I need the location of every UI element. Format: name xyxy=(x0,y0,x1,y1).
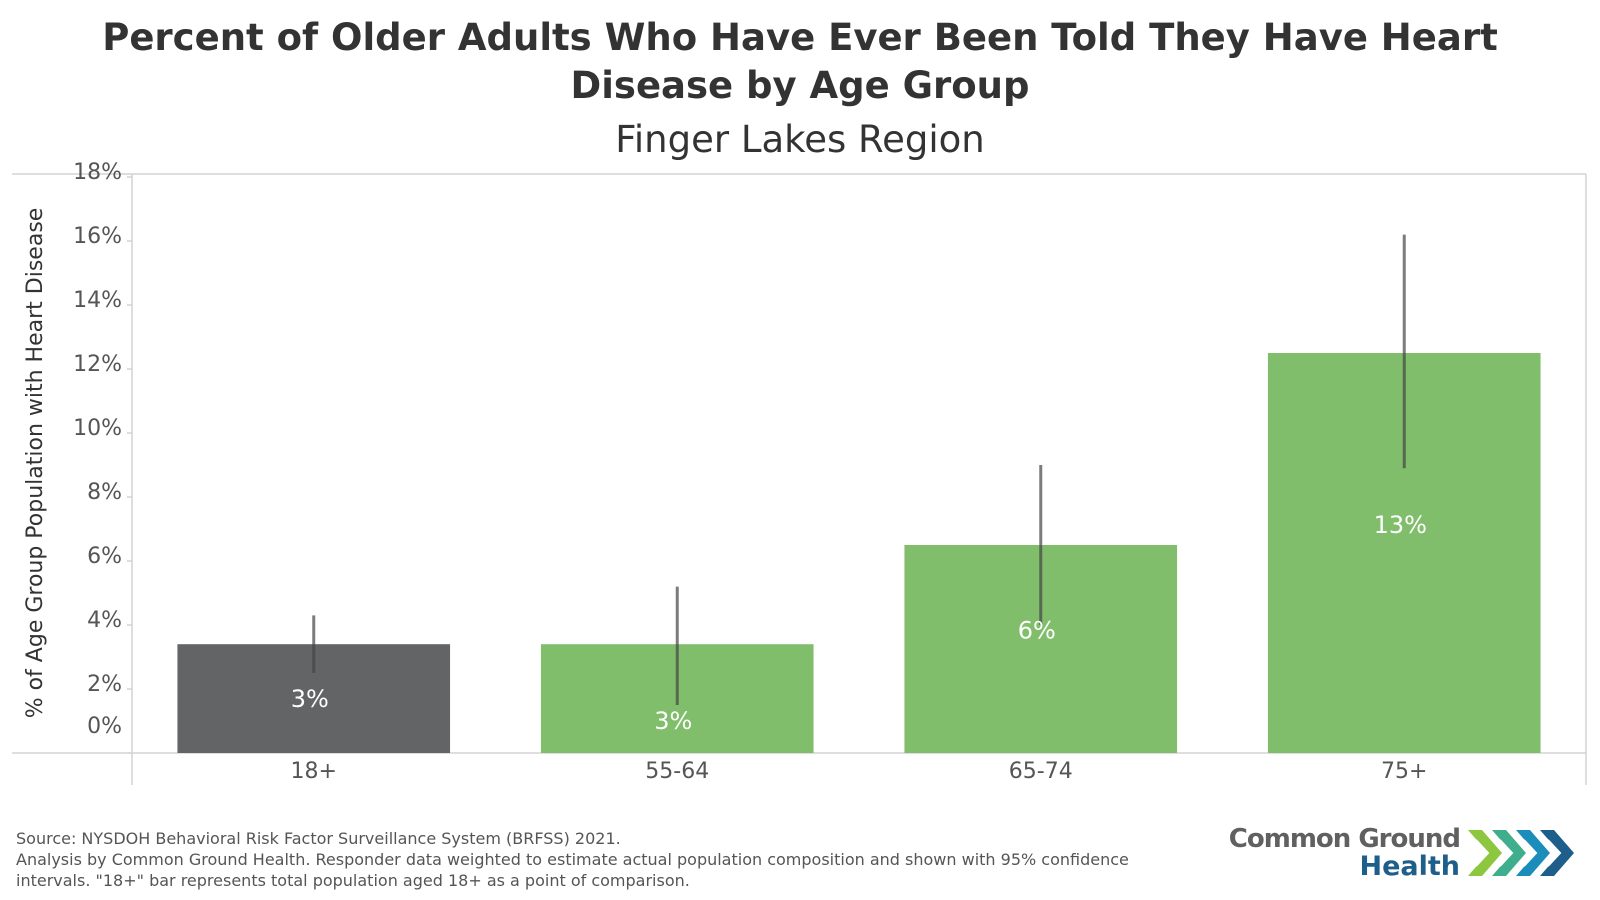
data-label: 3% xyxy=(291,685,329,713)
logo-text-line2: Health xyxy=(1359,851,1460,882)
chart-subtitle: Finger Lakes Region xyxy=(615,118,985,161)
source-line-1: Source: NYSDOH Behavioral Risk Factor Su… xyxy=(16,829,621,848)
y-tick-label: 8% xyxy=(87,480,122,505)
bar-chart: 0% 2% 4% 6% 8% 10% 12% 14% 16% 18% % of Age Group… xyxy=(12,160,1587,785)
logo-text-line1: Common Ground xyxy=(1228,824,1461,854)
logo-chevron xyxy=(1516,830,1550,876)
logo-chevron xyxy=(1540,830,1574,876)
x-category-label: 18+ xyxy=(291,759,337,784)
data-label: 6% xyxy=(1018,617,1056,645)
chevron-arrows-icon xyxy=(1468,830,1574,876)
y-axis-ticks: 0% 2% 4% 6% 8% 10% 12% 14% 16% 18% xyxy=(73,160,132,754)
y-tick-label: 4% xyxy=(87,608,122,633)
source-line-2: Analysis by Common Ground Health. Respon… xyxy=(16,850,1129,869)
y-axis-title: % of Age Group Population with Heart Dis… xyxy=(23,208,48,719)
chart-title-line2: Disease by Age Group xyxy=(570,64,1030,107)
logo-chevron-highlight xyxy=(1547,839,1562,867)
y-tick-label: 14% xyxy=(73,288,122,313)
source-line-3: intervals. "18+" bar represents total po… xyxy=(16,871,690,890)
y-tick-label: 10% xyxy=(73,416,122,441)
y-tick-label: 6% xyxy=(87,544,122,569)
x-axis-categories: 18+ 55-64 65-74 75+ xyxy=(291,759,1428,784)
data-label: 13% xyxy=(1374,511,1427,539)
logo-chevron-highlight xyxy=(1499,839,1514,867)
data-label: 3% xyxy=(654,707,692,735)
source-note: Source: NYSDOH Behavioral Risk Factor Su… xyxy=(16,828,1129,891)
x-category-label: 55-64 xyxy=(645,759,709,784)
chart-title: Percent of Older Adults Who Have Ever Be… xyxy=(0,14,1600,110)
chart-title-line1: Percent of Older Adults Who Have Ever Be… xyxy=(102,16,1498,59)
y-tick-label: 12% xyxy=(73,352,122,377)
y-tick-label: 2% xyxy=(87,672,122,697)
y-tick-label: 0% xyxy=(87,714,122,739)
logo-chevron-highlight xyxy=(1523,839,1538,867)
logo-chevron-highlight xyxy=(1475,839,1490,867)
y-tick-label: 16% xyxy=(73,224,122,249)
x-category-label: 65-74 xyxy=(1009,759,1073,784)
bars: 3% 3% 6% 13% xyxy=(177,234,1541,753)
y-tick-label: 18% xyxy=(73,160,122,185)
common-ground-health-logo: Common Ground Health xyxy=(1229,824,1590,884)
x-category-label: 75+ xyxy=(1381,759,1427,784)
logo-chevron xyxy=(1492,830,1526,876)
logo-chevron xyxy=(1468,830,1502,876)
